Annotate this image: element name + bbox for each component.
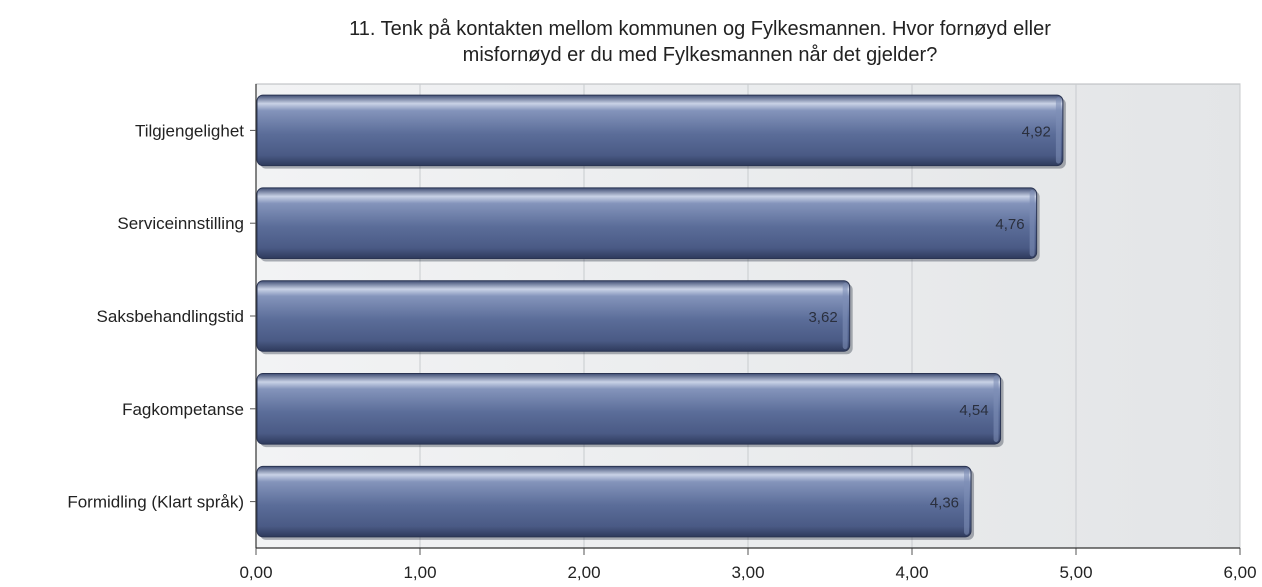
x-tick-label: 4,00 <box>895 563 928 582</box>
x-tick-label: 3,00 <box>731 563 764 582</box>
bar-end-cap <box>993 375 999 443</box>
category-label: Saksbehandlingstid <box>97 307 244 326</box>
x-tick-label: 0,00 <box>239 563 272 582</box>
value-label: 4,76 <box>995 216 1024 233</box>
x-tick-label: 2,00 <box>567 563 600 582</box>
bar-end-cap <box>842 282 848 350</box>
value-label: 4,92 <box>1022 123 1051 140</box>
value-label: 4,54 <box>959 402 988 419</box>
bar <box>256 373 1002 445</box>
value-label: 4,36 <box>930 495 959 512</box>
bar-end-cap <box>1029 189 1035 257</box>
x-tick-label: 6,00 <box>1223 563 1256 582</box>
bar <box>256 94 1064 167</box>
value-label: 3,62 <box>808 309 837 326</box>
bar <box>256 187 1038 259</box>
category-label: Fagkompetanse <box>122 400 244 419</box>
category-label: Serviceinnstilling <box>117 214 244 233</box>
bar <box>256 280 851 352</box>
chart-title: 11. Tenk på kontakten mellom kommunen og… <box>349 18 1051 66</box>
category-label: Tilgjengelighet <box>135 121 244 140</box>
bar-end-cap <box>1055 97 1061 164</box>
x-tick-label: 1,00 <box>403 563 436 582</box>
x-tick-label: 5,00 <box>1059 563 1092 582</box>
category-label: Formidling (Klart språk) <box>67 493 244 512</box>
bar <box>256 465 972 538</box>
bar-end-cap <box>964 468 970 535</box>
